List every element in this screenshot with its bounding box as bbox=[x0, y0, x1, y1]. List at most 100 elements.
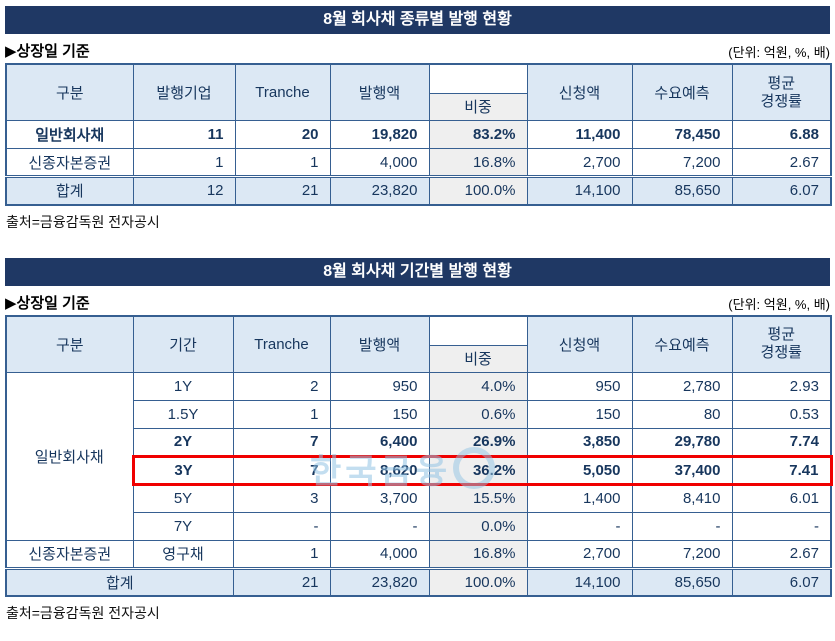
cell-amount: 6,400 bbox=[329, 427, 430, 457]
cell-share: 16.8% bbox=[428, 148, 528, 177]
cell-issuers: 11 bbox=[132, 120, 236, 149]
cell-applied: 14,100 bbox=[526, 566, 633, 597]
cell-share: 100.0% bbox=[428, 175, 528, 205]
th-period: 기간 bbox=[132, 315, 234, 373]
cell-tranche: 1 bbox=[234, 148, 331, 177]
cell-period: 1Y bbox=[132, 371, 234, 401]
cell-amount: 23,820 bbox=[329, 566, 430, 597]
group-label: 일반회사채 bbox=[5, 371, 134, 541]
cell-applied: 5,050 bbox=[526, 454, 633, 486]
cell-ratio: 6.01 bbox=[731, 483, 832, 513]
th-amount: 발행액 bbox=[329, 315, 430, 373]
table-row: 일반회사채 11 20 19,820 83.2% 11,400 78,450 6… bbox=[5, 120, 832, 149]
cell-demand: 7,200 bbox=[631, 148, 733, 177]
th-tranche: Tranche bbox=[234, 63, 331, 121]
section-by-maturity: 8월 회사채 기간별 발행 현황 ▶상장일 기준 (단위: 억원, %, 배) … bbox=[5, 257, 833, 624]
cell-applied: 14,100 bbox=[526, 175, 633, 205]
cell-tranche: 7 bbox=[232, 427, 331, 457]
cell-amount: 4,000 bbox=[329, 148, 430, 177]
cell-issuers: 12 bbox=[132, 175, 236, 205]
cell-share: 0.0% bbox=[428, 511, 528, 541]
cell-applied: 950 bbox=[526, 371, 633, 401]
cell-demand: 37,400 bbox=[631, 454, 733, 486]
cell-tranche: 1 bbox=[232, 399, 331, 429]
section-by-type: 8월 회사채 종류별 발행 현황 ▶상장일 기준 (단위: 억원, %, 배) … bbox=[5, 6, 832, 232]
cell-issuers: 1 bbox=[132, 148, 236, 177]
cell-period: 5Y bbox=[132, 483, 234, 513]
unit-note: (단위: 억원, %, 배) bbox=[728, 296, 830, 312]
cell-tranche: 7 bbox=[232, 454, 331, 486]
cell-ratio: 7.41 bbox=[731, 454, 833, 486]
cell-period: 2Y bbox=[132, 427, 234, 457]
table2-title: 8월 회사채 기간별 발행 현황 bbox=[5, 257, 830, 286]
th-demand: 수요예측 bbox=[631, 63, 733, 121]
th-amount: 발행액 bbox=[329, 63, 430, 121]
cell-share: 4.0% bbox=[428, 371, 528, 401]
cell-applied: 3,850 bbox=[526, 427, 633, 457]
cell-applied: 150 bbox=[526, 399, 633, 429]
cell-period: 영구채 bbox=[132, 539, 234, 569]
cell-period: 3Y bbox=[131, 454, 234, 486]
share-header-spacer bbox=[430, 316, 526, 345]
table-row: 신종자본증권 영구채 1 4,000 16.8% 2,700 7,200 2.6… bbox=[5, 539, 832, 569]
table-row: 신종자본증권 1 1 4,000 16.8% 2,700 7,200 2.67 bbox=[5, 148, 832, 177]
th-share: 비중 bbox=[428, 315, 528, 373]
cell-applied: 2,700 bbox=[526, 539, 633, 569]
cell-period: 7Y bbox=[132, 511, 234, 541]
highlighted-row-3y: 3Y 7 8,620 36.2% 5,050 37,400 7.41 bbox=[6, 454, 833, 486]
cell-period: 1.5Y bbox=[132, 399, 234, 429]
cell-tranche: - bbox=[232, 511, 331, 541]
cell-applied: 11,400 bbox=[526, 120, 633, 149]
cell-demand: 85,650 bbox=[631, 175, 733, 205]
cell-share: 26.9% bbox=[428, 427, 528, 457]
table2-note-row: ▶상장일 기준 (단위: 억원, %, 배) bbox=[5, 289, 830, 313]
th-applied: 신청액 bbox=[526, 63, 633, 121]
row-label: 일반회사채 bbox=[5, 120, 134, 149]
source-note: 출처=금융감독원 전자공시 bbox=[6, 605, 160, 621]
cell-share: 36.2% bbox=[428, 454, 528, 486]
issuance-by-type-table: 구분 발행기업 Tranche 발행액 비중 신청액 수요예측 평균 경쟁률 일… bbox=[5, 63, 832, 206]
cell-share: 16.8% bbox=[428, 539, 528, 569]
cell-demand: 85,650 bbox=[631, 566, 733, 597]
cell-share: 0.6% bbox=[428, 399, 528, 429]
row-label: 신종자본증권 bbox=[5, 539, 134, 569]
cell-ratio: 6.07 bbox=[731, 566, 832, 597]
th-applied: 신청액 bbox=[526, 315, 633, 373]
unit-note: (단위: 억원, %, 배) bbox=[728, 45, 830, 60]
th-category: 구분 bbox=[5, 63, 134, 121]
cell-amount: 4,000 bbox=[329, 539, 430, 569]
cell-amount: 23,820 bbox=[329, 175, 430, 205]
cell-amount: 8,620 bbox=[329, 454, 430, 486]
table-row: 1.5Y 1 150 0.6% 150 80 0.53 bbox=[6, 399, 832, 429]
share-header-spacer bbox=[430, 65, 526, 93]
th-tranche: Tranche bbox=[232, 315, 331, 373]
header-row: 구분 발행기업 Tranche 발행액 비중 신청액 수요예측 평균 경쟁률 bbox=[5, 63, 832, 121]
cell-tranche: 2 bbox=[232, 371, 331, 401]
cell-tranche: 21 bbox=[234, 175, 331, 205]
cell-amount: - bbox=[329, 511, 430, 541]
header-row: 구분 기간 Tranche 발행액 비중 신청액 수요예측 평균 경쟁률 bbox=[5, 315, 832, 373]
row-label: 합계 bbox=[5, 566, 234, 597]
row-label: 신종자본증권 bbox=[5, 148, 134, 177]
table1-note-row: ▶상장일 기준 (단위: 억원, %, 배) bbox=[5, 37, 830, 61]
total-row: 합계 12 21 23,820 100.0% 14,100 85,650 6.0… bbox=[5, 175, 832, 205]
cell-tranche: 21 bbox=[232, 566, 331, 597]
th-avg-ratio: 평균 경쟁률 bbox=[731, 63, 832, 121]
share-header-label: 비중 bbox=[430, 344, 526, 372]
share-header-label: 비중 bbox=[430, 93, 526, 120]
issuance-by-maturity-table: 구분 기간 Tranche 발행액 비중 신청액 수요예측 평균 경쟁률 일반회… bbox=[5, 314, 833, 597]
cell-demand: 80 bbox=[631, 399, 733, 429]
row-label: 합계 bbox=[5, 175, 134, 205]
th-category: 구분 bbox=[5, 315, 134, 373]
cell-demand: 8,410 bbox=[631, 483, 733, 513]
cell-applied: 1,400 bbox=[526, 483, 633, 513]
cell-amount: 3,700 bbox=[329, 483, 430, 513]
cell-ratio: 6.07 bbox=[731, 175, 832, 205]
cell-demand: 7,200 bbox=[631, 539, 733, 569]
listing-date-note: ▶상장일 기준 bbox=[5, 294, 90, 312]
cell-demand: 29,780 bbox=[631, 427, 733, 457]
table-row: 일반회사채 1Y 2 950 4.0% 950 2,780 2.93 bbox=[5, 371, 832, 541]
cell-ratio: - bbox=[731, 511, 832, 541]
cell-amount: 150 bbox=[329, 399, 430, 429]
cell-applied: - bbox=[526, 511, 633, 541]
